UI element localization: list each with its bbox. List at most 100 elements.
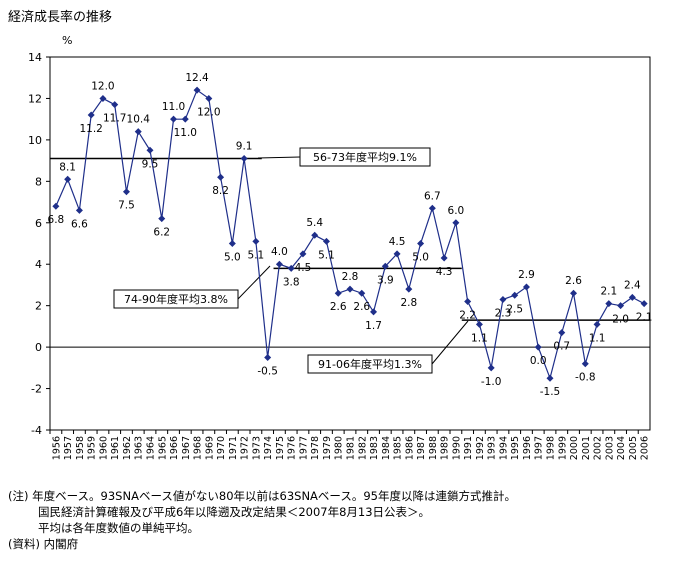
data-point (511, 291, 519, 299)
x-tick-label: 2002 (593, 436, 604, 460)
data-point (299, 250, 307, 258)
x-tick-label: 1977 (298, 436, 309, 460)
y-tick-label: -4 (31, 424, 42, 437)
data-point (134, 128, 142, 136)
data-label: 2.1 (636, 312, 653, 324)
data-label: 5.1 (248, 249, 265, 261)
average-callout-leader (431, 320, 469, 365)
data-label: -0.8 (575, 372, 596, 384)
data-label: 2.8 (342, 271, 359, 283)
x-tick-label: 1980 (334, 436, 345, 460)
data-point (405, 285, 413, 293)
data-label: 10.4 (127, 114, 151, 126)
data-point (605, 300, 613, 308)
data-point (170, 115, 178, 123)
x-tick-label: 1964 (146, 436, 157, 460)
data-label: 5.0 (224, 252, 241, 264)
data-label: 2.6 (330, 301, 347, 313)
data-label: 2.4 (624, 279, 641, 291)
x-tick-label: 2003 (604, 436, 615, 460)
data-point (228, 240, 236, 247)
average-callout-box (113, 289, 239, 309)
data-point (640, 300, 648, 308)
x-tick-label: 1974 (263, 436, 274, 460)
data-label: 3.8 (283, 276, 300, 288)
y-tick-label: 4 (35, 258, 42, 271)
y-tick-label: 14 (28, 51, 42, 64)
data-label: 2.6 (353, 301, 370, 313)
data-point (52, 202, 60, 210)
x-tick-label: 1978 (310, 436, 321, 460)
data-label: 2.0 (612, 314, 629, 326)
data-label: 2.6 (565, 275, 582, 287)
data-point (358, 289, 366, 297)
x-tick-label: 1966 (169, 436, 180, 460)
data-label: -0.5 (257, 365, 278, 377)
data-point (122, 188, 130, 196)
data-point (475, 320, 483, 328)
chart-title: 経済成長率の推移 (8, 10, 113, 25)
plot-frame (49, 56, 651, 431)
x-tick-label: 1983 (369, 436, 380, 460)
average-callout-box (299, 147, 431, 167)
x-tick-label: 1986 (404, 436, 415, 460)
average-label: 74-90年度平均3.8% (124, 292, 228, 306)
data-label: 4.3 (436, 266, 453, 278)
x-tick-label: 1999 (557, 436, 568, 460)
data-point (546, 374, 554, 382)
x-tick-label: 1990 (451, 436, 462, 460)
data-label: 2.1 (600, 286, 617, 298)
x-tick-label: 1985 (393, 436, 404, 460)
x-tick-label: 2005 (628, 436, 639, 460)
y-tick-label: 8 (35, 175, 42, 188)
data-point (452, 219, 460, 227)
data-point (322, 237, 330, 245)
x-tick-label: 1997 (534, 436, 545, 460)
x-tick-label: 1995 (510, 436, 521, 460)
data-label: 12.0 (197, 106, 220, 118)
data-label: 1.1 (471, 332, 488, 344)
note-line-3: 平均は各年度数値の単純平均。 (38, 521, 199, 535)
data-label: 4.0 (271, 246, 288, 258)
data-label: 5.4 (306, 217, 323, 229)
data-point (428, 204, 436, 212)
data-label: 12.0 (91, 80, 114, 92)
data-label: 7.5 (118, 200, 135, 212)
x-tick-label: 1988 (428, 436, 439, 460)
data-point (217, 173, 225, 181)
data-point (346, 285, 354, 293)
x-tick-label: 1969 (204, 436, 215, 460)
x-tick-label: 1982 (357, 436, 368, 460)
data-label: 6.7 (424, 190, 441, 202)
data-point (440, 254, 448, 262)
data-point (87, 111, 95, 119)
data-label: 4.5 (389, 236, 406, 248)
data-label: -1.0 (481, 376, 502, 388)
data-label: 2.3 (495, 307, 512, 319)
data-label: -1.5 (540, 386, 561, 398)
x-tick-label: 1965 (157, 436, 168, 460)
data-point (417, 240, 425, 247)
data-point (264, 353, 272, 361)
data-point (581, 360, 589, 368)
data-label: 6.0 (448, 205, 465, 217)
data-label: 3.9 (377, 274, 394, 286)
data-label: 2.9 (518, 269, 535, 281)
x-tick-label: 1984 (381, 436, 392, 460)
x-tick-label: 1957 (63, 436, 74, 460)
data-label: 11.7 (103, 113, 126, 125)
data-label: 6.6 (71, 218, 88, 230)
data-point (158, 215, 166, 223)
x-tick-label: 1987 (416, 436, 427, 460)
y-tick-label: 0 (35, 341, 42, 354)
data-label: 4.5 (295, 262, 312, 274)
x-tick-label: 1972 (240, 436, 251, 460)
x-tick-label: 1971 (228, 436, 239, 460)
data-label: 5.1 (318, 249, 335, 261)
data-label: 11.2 (79, 123, 102, 135)
footnotes: (注) 年度ベース。93SNAベース値がない80年以前は63SNAベース。95年… (8, 488, 516, 552)
data-point (464, 298, 472, 306)
data-point (570, 289, 578, 297)
x-tick-label: 1998 (546, 436, 557, 460)
